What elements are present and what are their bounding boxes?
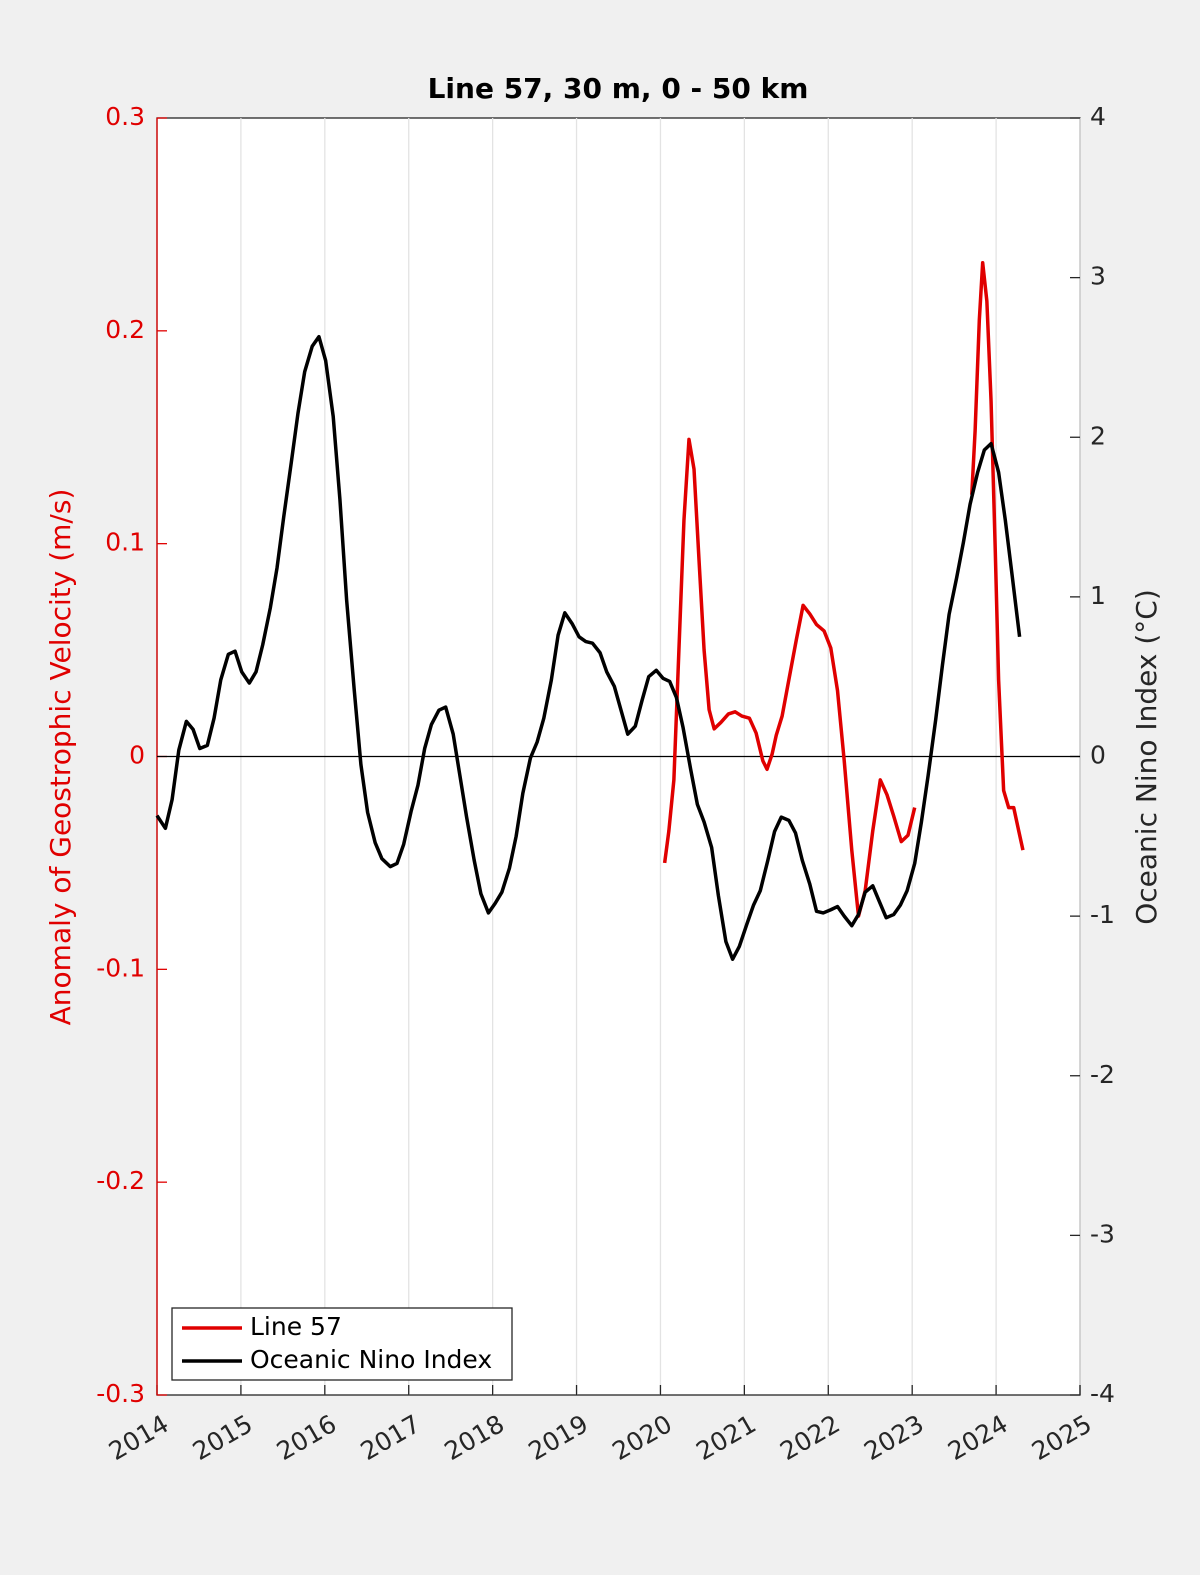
- legend-box: [171, 1307, 513, 1381]
- y2-tick-label: 4: [1090, 102, 1106, 131]
- y2-axis-label: Oceanic Nino Index (°C): [1130, 589, 1163, 925]
- y2-tick-label: 0: [1090, 741, 1106, 770]
- y2-tick-label: -4: [1090, 1379, 1115, 1408]
- y2-tick-label: -2: [1090, 1060, 1115, 1089]
- legend-label: Oceanic Nino Index: [250, 1345, 492, 1374]
- series-line: [155, 334, 1022, 961]
- y-tick-label: -0.1: [96, 953, 145, 982]
- y2-tick-label: -3: [1090, 1219, 1115, 1248]
- y2-tick-label: 2: [1090, 421, 1106, 450]
- y-tick-label: 0.1: [105, 528, 145, 557]
- y-tick-label: -0.3: [96, 1379, 145, 1408]
- y2-tick-label: 1: [1090, 581, 1106, 610]
- y2-tick-label: 3: [1090, 262, 1106, 291]
- y-tick-label: 0.2: [105, 315, 145, 344]
- series-line: [662, 260, 1025, 918]
- y-tick-label: 0: [129, 741, 145, 770]
- legend-label: Line 57: [250, 1312, 342, 1341]
- chart-title: Line 57, 30 m, 0 - 50 km: [428, 72, 809, 105]
- y-tick-label: -0.2: [96, 1166, 145, 1195]
- y-tick-label: 0.3: [105, 102, 145, 131]
- y2-tick-label: -1: [1090, 900, 1115, 929]
- y-axis-label: Anomaly of Geostrophic Velocity (m/s): [44, 489, 77, 1026]
